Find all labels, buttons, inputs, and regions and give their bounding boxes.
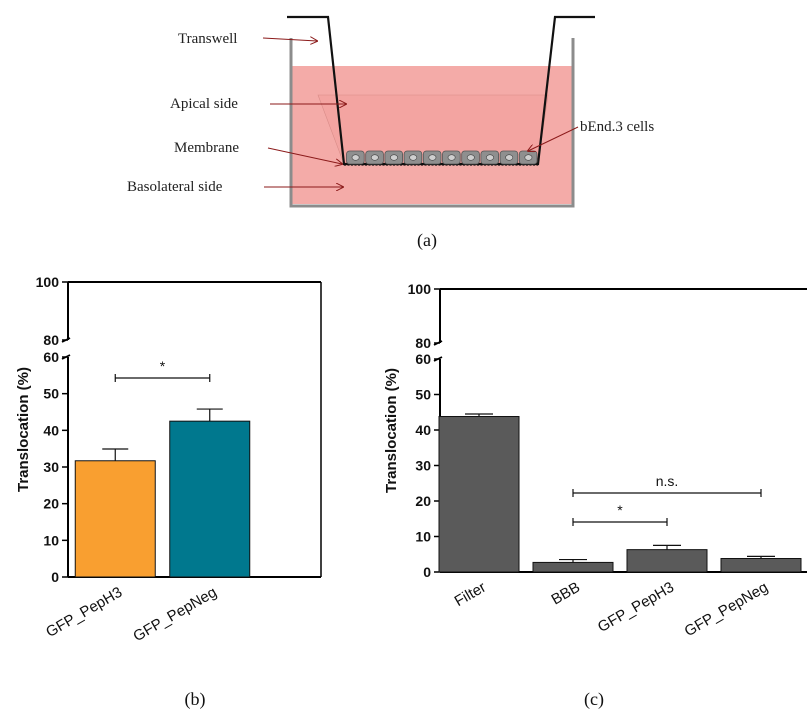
cell-nucleus: [524, 154, 533, 161]
label-basolateral: Basolateral side: [127, 179, 223, 195]
cell-nucleus: [466, 154, 475, 161]
cell-nucleus: [409, 154, 418, 161]
y-tick-label: 40: [43, 422, 59, 438]
y-axis-label: Translocation (%): [15, 367, 32, 492]
label-apical: Apical side: [170, 96, 238, 112]
y-tick-label: 50: [43, 386, 59, 402]
y-tick-label: 20: [43, 496, 59, 512]
x-tick-label: GFP_PepNeg: [682, 579, 771, 640]
arrow-transwell: [262, 38, 317, 41]
well-wall: [289, 38, 575, 208]
label-transwell: Transwell: [178, 31, 237, 47]
bar: [438, 416, 520, 573]
y-tick-label: 30: [43, 459, 59, 475]
cell-layer: [346, 150, 538, 165]
caption-a: (a): [417, 230, 437, 251]
y-tick-label: 80: [415, 335, 431, 351]
y-tick-label: 0: [51, 569, 59, 585]
bar: [626, 549, 708, 573]
y-axis-label: Translocation (%): [383, 368, 400, 493]
cell-nucleus: [428, 154, 437, 161]
significance-label: *: [617, 502, 623, 518]
significance-label: *: [160, 358, 166, 374]
y-tick-label: 100: [36, 274, 60, 290]
y-tick-label: 0: [423, 564, 431, 580]
cell-nucleus: [390, 154, 398, 161]
y-tick-label: 60: [43, 349, 59, 365]
panel-a-diagram: Transwell Apical side Membrane Basolater…: [127, 15, 654, 251]
y-tick-label: 10: [43, 532, 59, 548]
bar: [720, 558, 802, 573]
cell-nucleus: [486, 154, 494, 161]
label-membrane: Membrane: [174, 140, 239, 156]
caption-c: (c): [584, 689, 604, 710]
cell-nucleus: [505, 154, 514, 161]
arrow-cells: [528, 126, 579, 151]
bar: [74, 460, 156, 578]
caption-b: (b): [185, 689, 206, 710]
y-tick-label: 40: [415, 422, 431, 438]
bar: [532, 561, 614, 573]
label-cells: bEnd.3 cells: [580, 119, 654, 135]
y-tick-label: 20: [415, 493, 431, 509]
y-tick-label: 30: [415, 458, 431, 474]
y-tick-label: 10: [415, 529, 431, 545]
x-tick-label: Filter: [452, 579, 489, 610]
x-tick-label: GFP_PepH3: [43, 584, 125, 641]
significance-label: n.s.: [656, 473, 679, 489]
y-tick-label: 80: [43, 332, 59, 348]
transwell-insert: [287, 15, 595, 166]
x-tick-label: BBB: [549, 579, 583, 609]
x-tick-label: GFP_PepH3: [595, 579, 677, 636]
arrow-membrane: [267, 147, 342, 164]
y-tick-label: 60: [415, 351, 431, 367]
y-tick-label: 100: [408, 281, 432, 297]
cell-nucleus: [351, 154, 360, 161]
cell-nucleus: [447, 154, 456, 161]
cell-nucleus: [370, 154, 379, 161]
y-tick-label: 50: [415, 387, 431, 403]
x-tick-label: GFP_PepNeg: [130, 584, 219, 645]
bar: [169, 420, 251, 578]
